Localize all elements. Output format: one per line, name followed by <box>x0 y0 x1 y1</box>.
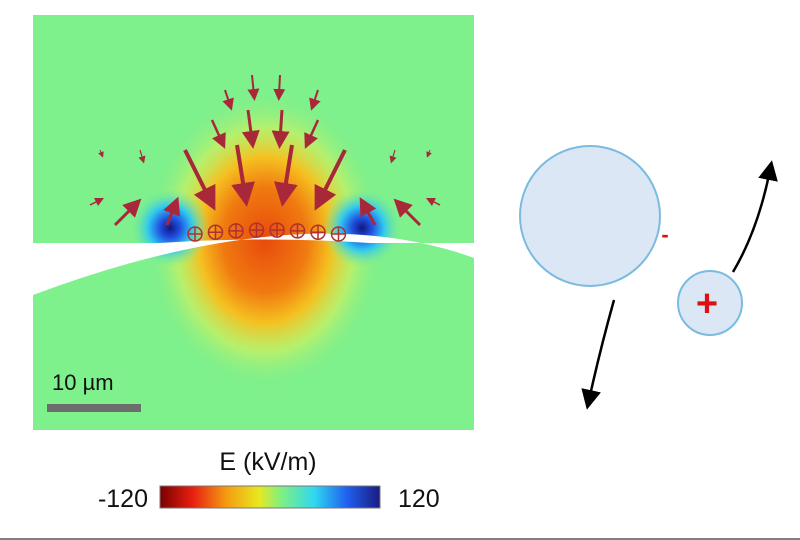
motion-arrow-small <box>731 160 778 273</box>
surface-charge <box>228 223 244 239</box>
field-arrow <box>359 197 377 226</box>
field-arrow <box>393 198 422 227</box>
negative-charge: - <box>661 222 668 247</box>
small-particle <box>677 270 743 336</box>
field-arrow <box>426 149 432 158</box>
field-arrows <box>89 74 441 227</box>
large-particle <box>519 145 661 287</box>
field-map <box>33 15 474 430</box>
field-arrow <box>271 109 290 149</box>
field-arrow <box>89 197 105 207</box>
field-arrow <box>210 119 226 149</box>
field-arrow <box>113 198 142 227</box>
surface-charge <box>269 222 285 238</box>
field-arrow <box>314 149 347 211</box>
surface-charge <box>289 223 306 239</box>
colorbar <box>159 485 381 509</box>
colorbar-title: E (kV/m) <box>219 448 316 476</box>
surface-charge <box>310 224 326 241</box>
field-arrow <box>425 197 441 207</box>
surface-charge <box>187 226 203 242</box>
scale-bar-label: 10 µm <box>52 370 114 395</box>
scale-bar <box>47 404 141 412</box>
field-arrow <box>98 149 104 158</box>
surface-charges <box>187 222 347 242</box>
field-arrow <box>274 144 298 207</box>
field-arrow <box>304 119 320 149</box>
motion-arrow-large <box>581 299 616 410</box>
field-arrow <box>222 89 234 111</box>
surface-charge <box>248 222 265 238</box>
surface-charge <box>207 224 224 241</box>
surface-charge <box>330 226 347 242</box>
gap <box>33 233 474 295</box>
field-arrow <box>273 74 286 101</box>
positive-charge: + <box>696 283 718 325</box>
field-arrow <box>247 74 260 101</box>
field-arrow <box>309 89 321 111</box>
field-arrow <box>231 144 255 207</box>
field-arrow <box>389 149 397 164</box>
colorbar-max: 120 <box>398 485 440 513</box>
particle-schematic: - + <box>519 145 778 410</box>
field-arrow <box>183 149 216 211</box>
field-arrow <box>138 149 146 164</box>
field-arrow <box>241 109 260 149</box>
field-arrow <box>163 196 181 226</box>
colorbar-min: -120 <box>98 485 148 513</box>
